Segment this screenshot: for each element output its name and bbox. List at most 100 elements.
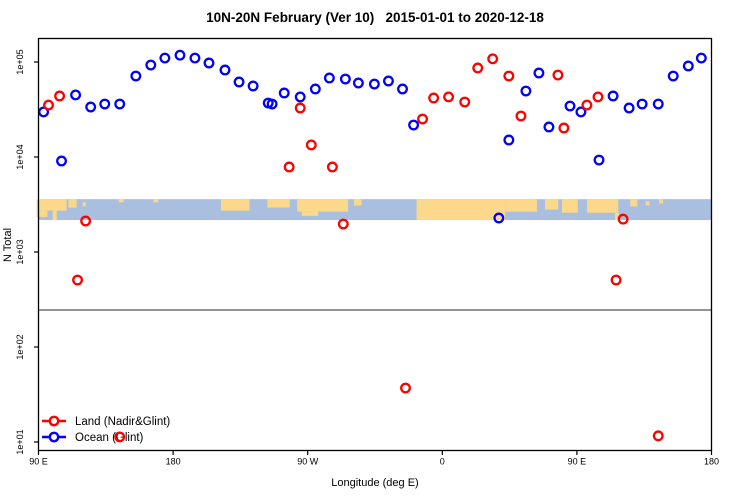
data-point-ocean: [533, 67, 545, 79]
data-point-land: [652, 430, 664, 442]
data-point-ocean: [636, 98, 648, 110]
map-band-land-patch: [630, 199, 638, 207]
data-point-ocean: [247, 80, 259, 92]
map-band-land-patch: [36, 210, 48, 217]
data-point-ocean: [85, 101, 97, 113]
data-point-land: [80, 215, 92, 227]
data-point-land: [610, 274, 622, 286]
data-point-ocean: [383, 75, 394, 87]
legend-marker-ocean: [48, 431, 60, 443]
map-band-land-patch: [354, 199, 362, 206]
y-tick-label: 1e+01: [15, 429, 25, 454]
data-point-ocean: [159, 52, 171, 64]
data-point-ocean: [408, 119, 420, 131]
data-point-land: [558, 122, 570, 134]
y-tick-label: 1e+05: [15, 49, 25, 74]
map-band-land-patch: [416, 199, 506, 221]
y-tick-label: 1e+02: [15, 334, 25, 359]
data-point-ocean: [233, 76, 245, 88]
data-point-ocean: [652, 98, 664, 110]
data-point-ocean: [667, 70, 679, 82]
data-point-ocean: [99, 98, 111, 110]
data-point-ocean: [682, 60, 694, 72]
y-axis-label: N Total: [2, 228, 14, 262]
x-axis-label: Longitude (deg E): [331, 477, 418, 489]
data-point-land: [326, 161, 338, 173]
data-point-land: [400, 382, 411, 394]
data-point-land: [283, 161, 295, 173]
x-tick-label: 180: [704, 457, 719, 467]
map-band-land-patch: [301, 211, 319, 216]
data-point-ocean: [520, 85, 532, 97]
data-point-ocean: [266, 98, 278, 110]
map-band-land-patch: [505, 199, 537, 212]
map-band-land-patch: [297, 199, 349, 212]
data-point-land: [114, 431, 126, 443]
data-point-ocean: [575, 106, 587, 118]
data-point-ocean: [114, 98, 126, 110]
data-point-land: [581, 99, 593, 111]
map-band-land-patch: [36, 199, 67, 211]
data-point-land: [515, 110, 527, 122]
map-band-land-patch: [267, 199, 290, 208]
map-band-land-patch: [645, 201, 650, 206]
data-point-land: [337, 218, 349, 230]
data-point-ocean: [145, 59, 157, 71]
data-point-ocean: [70, 89, 82, 101]
data-point-ocean: [56, 155, 67, 167]
data-point-ocean: [189, 52, 201, 64]
map-band-land-patch: [52, 210, 57, 221]
data-point-ocean: [564, 100, 576, 112]
map-band-land-patch: [545, 199, 559, 210]
data-point-ocean: [219, 64, 231, 76]
data-point-land: [592, 91, 604, 103]
data-point-ocean: [352, 77, 364, 89]
data-point-ocean: [623, 102, 635, 114]
data-point-ocean: [593, 154, 605, 166]
data-point-ocean: [543, 121, 555, 133]
data-point-ocean: [397, 83, 408, 95]
x-tick-label: 90 E: [29, 457, 48, 467]
chart-title: 10N-20N February (Ver 10) 2015-01-01 to …: [206, 10, 544, 25]
data-point-ocean: [174, 49, 186, 61]
data-point-land: [459, 96, 471, 108]
data-point-ocean: [203, 57, 215, 69]
data-point-ocean: [323, 72, 335, 84]
x-tick-label: 90 E: [568, 457, 587, 467]
data-point-land: [43, 99, 54, 111]
y-tick-label: 1e+03: [15, 239, 25, 264]
x-tick-label: 0: [440, 457, 445, 467]
map-band-ocean: [38, 199, 712, 221]
map-band-land-patch: [68, 199, 77, 208]
map-band-land-patch: [561, 199, 578, 213]
data-point-ocean: [130, 70, 142, 82]
data-point-land: [428, 92, 440, 104]
data-point-land: [552, 69, 564, 81]
map-band-land-patch: [659, 199, 663, 204]
data-point-ocean: [607, 90, 619, 102]
data-point-land: [617, 213, 629, 225]
data-point-ocean: [503, 134, 515, 146]
legend-label-ocean: Ocean (Glint): [75, 432, 144, 444]
data-point-land: [417, 113, 429, 125]
data-point-ocean: [695, 52, 707, 64]
plot-generated-content: 90 E 180 90 W 0 90 E 180 1e+01 1e+02 1e+03 1e+04 1…: [15, 37, 719, 467]
data-point-land: [72, 274, 83, 286]
data-point-ocean: [309, 83, 321, 95]
map-band-land-patch: [220, 199, 250, 211]
data-point-ocean: [294, 91, 306, 103]
data-point-ocean: [278, 87, 290, 99]
plot-frame: [37, 37, 713, 452]
data-point-land: [503, 70, 515, 82]
data-point-ocean: [493, 212, 505, 224]
x-tick-label: 90 W: [297, 457, 319, 467]
y-tick-label: 1e+04: [15, 144, 25, 169]
data-point-land: [305, 139, 317, 151]
legend-label-land: Land (Nadir&Glint): [75, 416, 170, 428]
map-band-land-patch: [153, 199, 159, 203]
legend-marker-land: [48, 415, 60, 427]
data-point-ocean: [368, 78, 380, 90]
data-point-land: [443, 91, 455, 103]
data-point-ocean: [38, 106, 50, 118]
